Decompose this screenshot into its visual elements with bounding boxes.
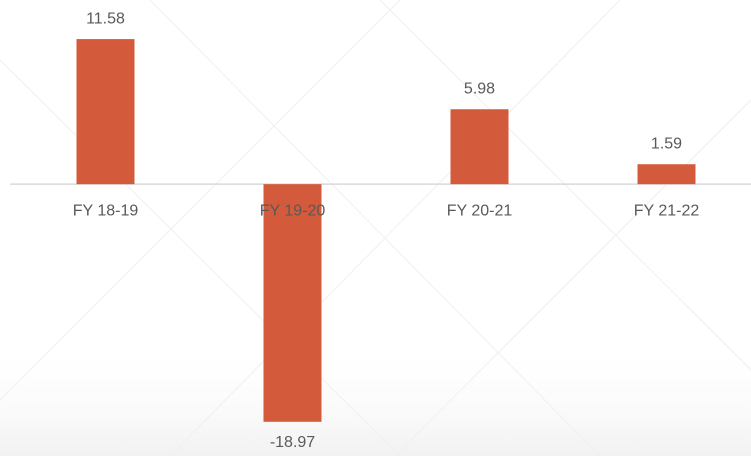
value-label: 11.58 xyxy=(86,10,125,27)
bar xyxy=(76,39,135,185)
x-tick-label: FY 18-19 xyxy=(73,202,139,219)
value-label: 1.59 xyxy=(651,135,682,152)
bar xyxy=(263,184,322,422)
x-tick-label: FY 21-22 xyxy=(634,202,700,219)
x-tick-label: FY 20-21 xyxy=(447,202,513,219)
x-tick-label: FY 19-20 xyxy=(260,202,326,219)
value-label: -18.97 xyxy=(270,434,315,451)
value-label: 5.98 xyxy=(464,80,495,97)
bar xyxy=(637,164,696,185)
bar xyxy=(450,109,509,185)
background-fade xyxy=(0,340,751,456)
